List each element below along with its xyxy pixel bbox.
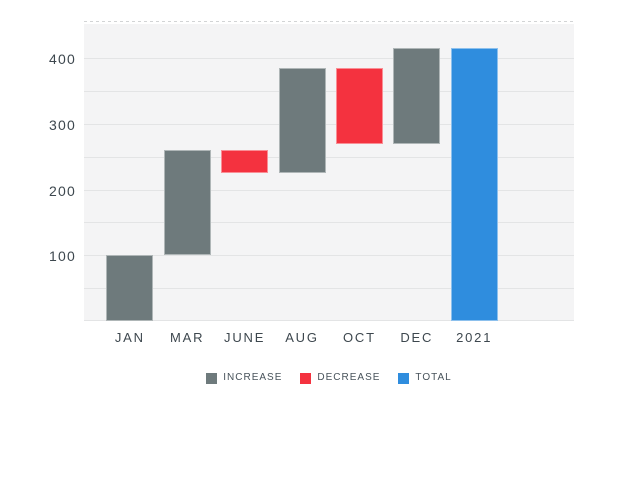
- legend-item-decrease[interactable]: DECREASE: [300, 372, 380, 384]
- gridline-350: [84, 91, 574, 92]
- gridline-250: [84, 156, 574, 158]
- x-axis-label-mar: MAR: [170, 330, 205, 345]
- x-axis-baseline: [84, 320, 574, 321]
- y-axis-label-300: 300: [49, 116, 76, 133]
- x-axis-label-oct: OCT: [342, 330, 376, 345]
- legend: INCREASE DECREASE TOTAL: [84, 371, 574, 385]
- bar-oct[interactable]: [335, 68, 383, 144]
- bar-aug[interactable]: [278, 68, 326, 174]
- x-axis-label-dec: DEC: [400, 330, 434, 345]
- bar-june[interactable]: [221, 150, 269, 174]
- y-axis-label-400: 400: [49, 51, 76, 68]
- gridline-150: [84, 222, 574, 224]
- bar-jan[interactable]: [106, 255, 154, 321]
- legend-label-decrease: DECREASE: [317, 372, 381, 383]
- y-axis-label-200: 200: [49, 182, 76, 199]
- legend-label-total: TOTAL: [415, 372, 452, 383]
- x-axis-label-2021: 2021: [456, 330, 493, 345]
- plot-top-dashed-line: [84, 21, 574, 22]
- x-axis-label-june: JUNE: [224, 330, 266, 345]
- bar-dec[interactable]: [393, 48, 441, 144]
- legend-label-increase: INCREASE: [223, 372, 283, 383]
- gridline-50: [84, 288, 574, 290]
- bar-2021[interactable]: [450, 48, 498, 321]
- legend-item-increase[interactable]: INCREASE: [206, 372, 282, 384]
- y-axis-label-100: 100: [49, 248, 76, 265]
- gridline-400: [84, 58, 574, 60]
- legend-item-total[interactable]: TOTAL: [398, 372, 451, 384]
- bar-mar[interactable]: [163, 150, 211, 256]
- legend-marker-increase-icon: [206, 372, 218, 384]
- legend-marker-total-icon: [398, 372, 410, 384]
- gridline-100: [84, 255, 574, 257]
- legend-marker-decrease-icon: [300, 372, 312, 384]
- gridline-200: [84, 189, 574, 191]
- x-axis-label-jan: JAN: [114, 330, 145, 345]
- gridline-300: [84, 123, 574, 125]
- plot-area: [84, 21, 574, 321]
- x-axis-label-aug: AUG: [285, 330, 319, 345]
